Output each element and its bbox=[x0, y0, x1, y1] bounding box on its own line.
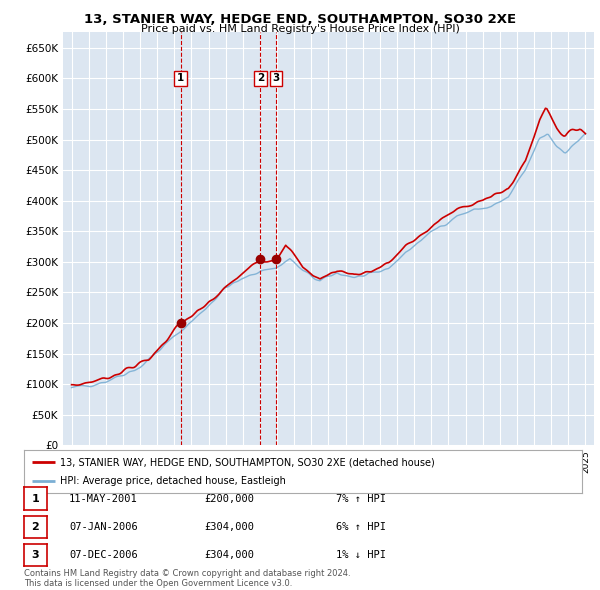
Text: 13, STANIER WAY, HEDGE END, SOUTHAMPTON, SO30 2XE (detached house): 13, STANIER WAY, HEDGE END, SOUTHAMPTON,… bbox=[60, 457, 435, 467]
Text: 1% ↓ HPI: 1% ↓ HPI bbox=[336, 550, 386, 560]
Text: 2: 2 bbox=[257, 73, 264, 83]
Text: £304,000: £304,000 bbox=[204, 522, 254, 532]
Text: 11-MAY-2001: 11-MAY-2001 bbox=[69, 494, 138, 503]
Text: HPI: Average price, detached house, Eastleigh: HPI: Average price, detached house, East… bbox=[60, 476, 286, 486]
Text: 13, STANIER WAY, HEDGE END, SOUTHAMPTON, SO30 2XE: 13, STANIER WAY, HEDGE END, SOUTHAMPTON,… bbox=[84, 13, 516, 26]
Text: Contains HM Land Registry data © Crown copyright and database right 2024.
This d: Contains HM Land Registry data © Crown c… bbox=[24, 569, 350, 588]
Text: Price paid vs. HM Land Registry's House Price Index (HPI): Price paid vs. HM Land Registry's House … bbox=[140, 24, 460, 34]
Text: 3: 3 bbox=[32, 550, 39, 560]
Text: 07-DEC-2006: 07-DEC-2006 bbox=[69, 550, 138, 560]
Text: 07-JAN-2006: 07-JAN-2006 bbox=[69, 522, 138, 532]
Text: 1: 1 bbox=[32, 494, 39, 503]
Text: £304,000: £304,000 bbox=[204, 550, 254, 560]
Text: 7% ↑ HPI: 7% ↑ HPI bbox=[336, 494, 386, 503]
Text: 6% ↑ HPI: 6% ↑ HPI bbox=[336, 522, 386, 532]
Text: 3: 3 bbox=[272, 73, 280, 83]
Text: £200,000: £200,000 bbox=[204, 494, 254, 503]
Text: 1: 1 bbox=[177, 73, 184, 83]
Text: 2: 2 bbox=[32, 522, 39, 532]
